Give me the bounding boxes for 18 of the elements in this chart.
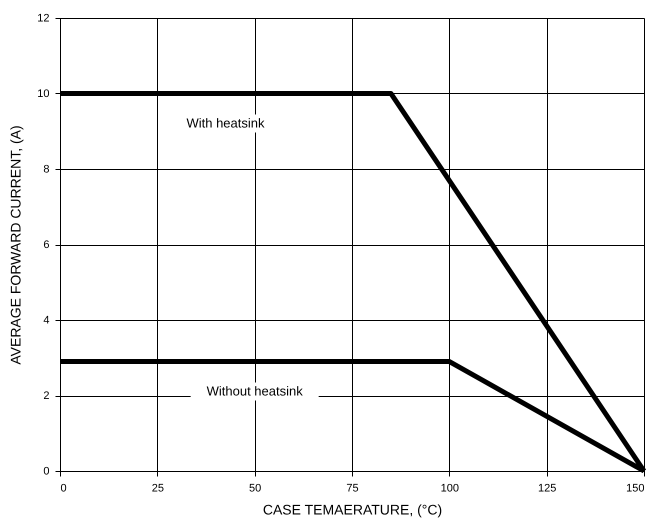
series-label: Without heatsink xyxy=(206,384,304,399)
y-tick-label: 12 xyxy=(37,12,50,24)
y-tick-label: 0 xyxy=(43,466,50,478)
series-label: With heatsink xyxy=(186,116,265,130)
y-tick-label: 8 xyxy=(43,164,50,176)
y-axis-title: AVERAGE FORWARD CURRENT, (A) xyxy=(7,125,24,365)
y-tick-label: 10 xyxy=(37,88,50,100)
x-tick-label: 125 xyxy=(538,482,556,494)
x-tick-label: 50 xyxy=(249,482,262,494)
x-tick-label: 0 xyxy=(60,482,67,494)
x-tick-label: 100 xyxy=(440,482,460,494)
y-tick-label: 4 xyxy=(43,314,50,326)
x-tick-label: 25 xyxy=(152,482,164,494)
x-axis-title: CASE TEMAERATURE, (°C) xyxy=(262,502,442,518)
y-tick-label: 6 xyxy=(43,239,50,251)
y-tick-label: 2 xyxy=(43,390,50,402)
x-tick-label: 75 xyxy=(346,482,359,494)
x-tick-label: 150 xyxy=(626,482,644,494)
